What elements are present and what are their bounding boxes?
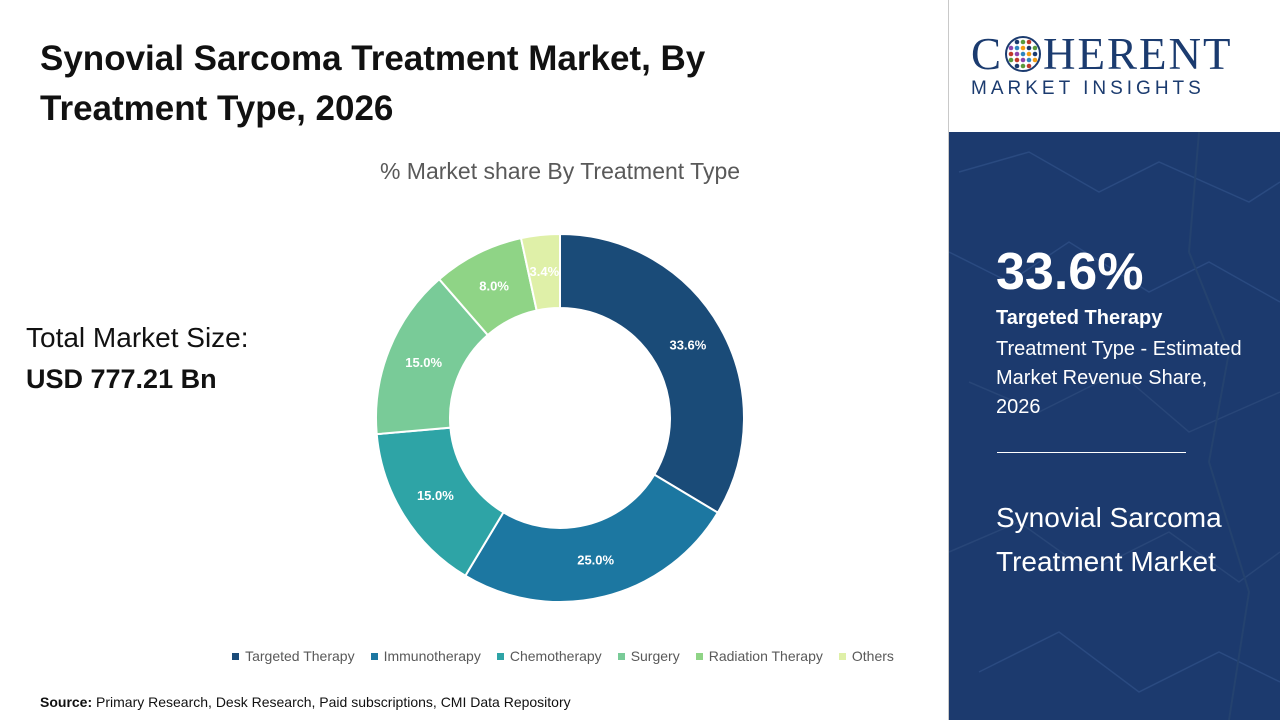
legend-item-surgery: Surgery xyxy=(617,648,680,664)
source-text: Primary Research, Desk Research, Paid su… xyxy=(96,694,571,710)
chart-panel: Synovial Sarcoma Treatment Market, By Tr… xyxy=(26,0,949,720)
total-market-size-value: USD 777.21 Bn xyxy=(26,364,217,394)
logo: C HERENT MARKET INSIGHTS xyxy=(949,0,1280,132)
logo-subtitle: MARKET INSIGHTS xyxy=(971,78,1205,99)
legend-swatch xyxy=(370,652,378,660)
data-label-surgery: 15.0% xyxy=(405,355,442,370)
donut-slice-immunotherapy xyxy=(463,473,720,603)
data-label-targeted-therapy: 33.6% xyxy=(669,338,706,353)
donut-slice-targeted-therapy xyxy=(559,232,745,515)
legend-item-immunotherapy: Immunotherapy xyxy=(370,648,481,664)
legend-label: Others xyxy=(851,648,894,664)
highlight-description: Treatment Type - Estimated Market Revenu… xyxy=(996,338,1242,418)
legend-item-others: Others xyxy=(838,648,894,664)
legend-item-radiation-therapy: Radiation Therapy xyxy=(695,648,823,664)
legend-label: Surgery xyxy=(630,648,680,664)
divider-line xyxy=(997,452,1186,453)
legend-swatch xyxy=(496,652,504,660)
legend-item-targeted-therapy: Targeted Therapy xyxy=(232,648,355,664)
data-label-radiation-therapy: 8.0% xyxy=(479,279,509,294)
logo-letters-herent: HERENT xyxy=(1043,29,1233,79)
legend-swatch xyxy=(232,652,240,660)
chart-title: % Market share By Treatment Type xyxy=(379,158,741,184)
legend-swatch xyxy=(838,652,846,660)
logo-letter-c: C xyxy=(971,29,1004,79)
highlight-segment-name: Targeted Therapy xyxy=(996,307,1163,329)
total-market-size-label: Total Market Size: xyxy=(26,322,249,353)
legend-item-chemotherapy: Chemotherapy xyxy=(496,648,602,664)
data-label-immunotherapy: 25.0% xyxy=(577,553,614,568)
logo-wordmark: C HERENT xyxy=(971,28,1233,80)
highlight-percentage: 33.6% xyxy=(996,243,1144,301)
map-texture xyxy=(949,132,1280,720)
legend-label: Radiation Therapy xyxy=(708,648,823,664)
source-note: Source: Primary Research, Desk Research,… xyxy=(40,694,571,710)
page-title: Synovial Sarcoma Treatment Market, By Tr… xyxy=(40,39,706,128)
legend-swatch xyxy=(695,652,703,660)
legend-label: Chemotherapy xyxy=(509,648,602,664)
info-sidebar: C HERENT MARKET INSIGHTS 33.6% Targeted … xyxy=(949,0,1280,720)
legend-swatch xyxy=(617,652,625,660)
logo-dots-icon xyxy=(1005,36,1042,72)
legend-label: Targeted Therapy xyxy=(245,648,355,664)
donut-slice-others xyxy=(519,232,561,312)
chart-legend: Targeted Therapy Immunotherapy Chemotherap… xyxy=(0,648,1126,664)
data-label-chemotherapy: 15.0% xyxy=(417,488,454,503)
legend-label: Immunotherapy xyxy=(383,648,481,664)
highlight-panel: 33.6% Targeted Therapy Treatment Type - … xyxy=(949,132,1280,720)
market-name: Synovial Sarcoma Treatment Market xyxy=(996,502,1222,577)
source-label: Source: xyxy=(40,694,93,710)
data-label-others: 3.4% xyxy=(530,264,560,279)
donut-chart: 33.6% 25.0% 15.0% 15.0% 8.0% 3.4% xyxy=(375,232,745,603)
